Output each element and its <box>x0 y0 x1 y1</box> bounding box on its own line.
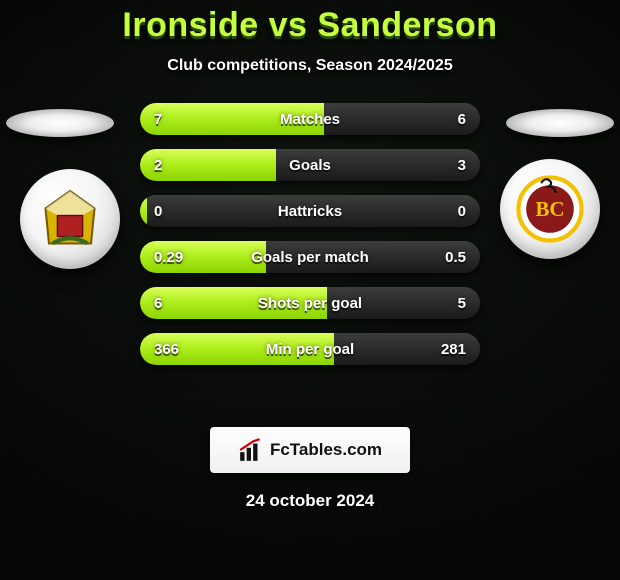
stat-right-value: 5 <box>458 287 466 319</box>
stat-row: 366Min per goal281 <box>140 333 480 365</box>
date: 24 october 2024 <box>0 491 620 511</box>
stat-label: Matches <box>140 103 480 135</box>
stat-row: 2Goals3 <box>140 149 480 181</box>
svg-text:BC: BC <box>535 197 564 221</box>
crest-right-icon: BC <box>515 174 585 244</box>
player-left-orbit <box>6 109 114 137</box>
stats-stage: BC 7Matches6 2Goals3 0Hattricks0 0.29Goals … <box>0 103 620 403</box>
stat-label: Min per goal <box>140 333 480 365</box>
crest-left-icon <box>35 184 105 254</box>
club-crest-left <box>20 169 120 269</box>
brand-badge[interactable]: FcTables.com <box>210 427 410 473</box>
stat-right-value: 6 <box>458 103 466 135</box>
page-title: Ironside vs Sanderson <box>0 0 620 45</box>
comparison-card: Ironside vs Sanderson Club competitions,… <box>0 0 620 580</box>
brand-text: FcTables.com <box>270 440 382 460</box>
stat-right-value: 281 <box>441 333 466 365</box>
stat-row: 0.29Goals per match0.5 <box>140 241 480 273</box>
stat-right-value: 0 <box>458 195 466 227</box>
stat-row: 0Hattricks0 <box>140 195 480 227</box>
club-crest-right: BC <box>500 159 600 259</box>
stat-rows: 7Matches6 2Goals3 0Hattricks0 0.29Goals per… <box>140 103 480 379</box>
stat-right-value: 0.5 <box>445 241 466 273</box>
stat-row: 6Shots per goal5 <box>140 287 480 319</box>
stat-label: Shots per goal <box>140 287 480 319</box>
stat-label: Hattricks <box>140 195 480 227</box>
stat-label: Goals per match <box>140 241 480 273</box>
stat-row: 7Matches6 <box>140 103 480 135</box>
brand-icon <box>238 437 264 463</box>
subtitle: Club competitions, Season 2024/2025 <box>0 57 620 75</box>
stat-right-value: 3 <box>458 149 466 181</box>
stat-label: Goals <box>140 149 480 181</box>
player-right-orbit <box>506 109 614 137</box>
